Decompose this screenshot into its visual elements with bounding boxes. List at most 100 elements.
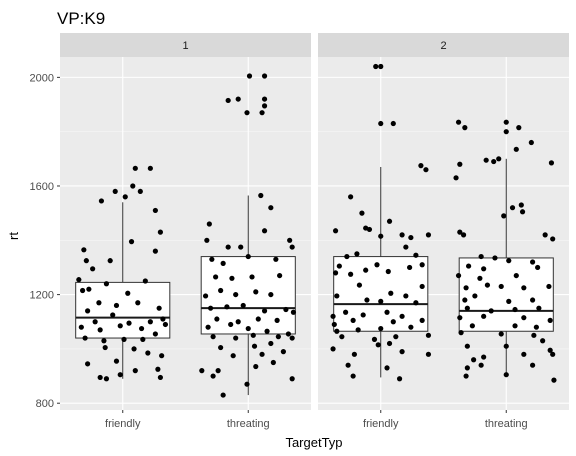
data-point bbox=[425, 332, 432, 338]
data-point bbox=[135, 300, 141, 306]
data-point bbox=[535, 264, 541, 271]
facet-strip-label: 2 bbox=[440, 40, 446, 52]
data-point bbox=[550, 351, 556, 357]
box-group-friendly bbox=[75, 165, 171, 382]
data-point bbox=[210, 334, 216, 340]
data-point bbox=[336, 263, 342, 269]
data-point bbox=[273, 256, 279, 262]
data-point bbox=[261, 96, 268, 102]
data-point bbox=[509, 205, 516, 211]
data-point bbox=[208, 305, 214, 311]
data-point bbox=[374, 262, 380, 268]
data-point bbox=[98, 198, 105, 204]
data-point bbox=[85, 361, 91, 367]
data-point bbox=[378, 298, 384, 304]
data-point bbox=[121, 336, 127, 342]
data-point bbox=[503, 372, 509, 378]
data-point bbox=[471, 357, 477, 363]
data-point bbox=[345, 362, 351, 368]
data-point bbox=[152, 248, 158, 254]
data-point bbox=[225, 244, 231, 250]
box bbox=[75, 281, 171, 339]
data-point bbox=[268, 291, 274, 298]
data-point bbox=[530, 259, 536, 265]
data-point bbox=[408, 324, 414, 330]
data-point bbox=[536, 305, 542, 311]
data-point bbox=[218, 287, 224, 294]
data-point bbox=[403, 293, 409, 299]
data-point bbox=[531, 332, 537, 338]
data-point bbox=[122, 194, 128, 200]
data-point bbox=[413, 300, 419, 306]
data-point bbox=[503, 343, 509, 349]
data-point bbox=[344, 253, 350, 260]
data-point bbox=[259, 110, 265, 116]
data-point bbox=[240, 302, 246, 309]
data-point bbox=[220, 260, 226, 266]
panel-background bbox=[60, 57, 311, 410]
data-point bbox=[413, 252, 419, 258]
data-point bbox=[261, 228, 268, 234]
data-point bbox=[478, 253, 484, 260]
data-point bbox=[235, 319, 241, 325]
facet-strip bbox=[60, 33, 311, 57]
data-point bbox=[506, 258, 512, 264]
data-point bbox=[407, 264, 413, 271]
data-point bbox=[521, 351, 527, 357]
data-point bbox=[390, 120, 396, 127]
data-point bbox=[160, 316, 166, 322]
data-point bbox=[540, 338, 546, 344]
data-point bbox=[214, 316, 220, 322]
data-point bbox=[360, 312, 366, 318]
data-point bbox=[542, 232, 548, 238]
data-point bbox=[233, 335, 239, 341]
data-point bbox=[332, 270, 339, 276]
data-point bbox=[83, 258, 89, 264]
data-point bbox=[348, 194, 354, 200]
data-point bbox=[199, 368, 205, 374]
data-point bbox=[280, 349, 286, 355]
data-point bbox=[388, 290, 394, 296]
data-point bbox=[496, 156, 502, 162]
data-point bbox=[455, 272, 462, 279]
data-point bbox=[261, 73, 268, 79]
data-point bbox=[533, 324, 539, 330]
data-point bbox=[138, 325, 145, 332]
data-point bbox=[519, 209, 526, 215]
data-point bbox=[371, 336, 378, 342]
data-point bbox=[103, 281, 110, 287]
data-point bbox=[97, 327, 103, 333]
data-point bbox=[78, 324, 84, 330]
data-point bbox=[229, 275, 235, 281]
data-point bbox=[375, 342, 381, 348]
x-tick-label: friendly bbox=[105, 418, 141, 430]
data-point bbox=[131, 346, 137, 352]
data-point bbox=[238, 244, 244, 250]
data-point bbox=[132, 165, 138, 171]
data-point bbox=[364, 297, 370, 303]
data-point bbox=[458, 330, 464, 336]
data-point bbox=[491, 158, 497, 165]
data-point bbox=[224, 304, 230, 310]
x-tick-label: threating bbox=[227, 418, 270, 430]
data-point bbox=[101, 338, 107, 344]
data-point bbox=[275, 334, 281, 340]
box bbox=[333, 256, 429, 332]
data-point bbox=[140, 336, 146, 342]
data-point bbox=[113, 302, 120, 309]
data-point bbox=[484, 282, 491, 288]
data-point bbox=[501, 213, 507, 219]
data-point bbox=[228, 321, 234, 328]
data-point bbox=[157, 229, 163, 235]
data-point bbox=[425, 351, 432, 357]
data-point bbox=[225, 97, 231, 104]
data-point bbox=[289, 244, 295, 250]
data-point bbox=[255, 316, 261, 322]
data-point bbox=[249, 274, 255, 280]
data-point bbox=[521, 315, 527, 321]
data-point bbox=[85, 308, 91, 314]
data-point bbox=[137, 188, 143, 195]
chart-title: VP:K9 bbox=[57, 9, 105, 28]
